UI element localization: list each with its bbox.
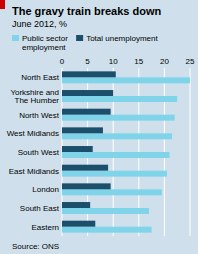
y-axis: North East Yorkshire andThe Humber North W…: [7, 73, 60, 231]
legend: Public sectoremployment Total unemploymen…: [12, 34, 159, 52]
bar: [62, 133, 172, 139]
subtitle: June 2012, %: [12, 19, 67, 29]
bar: [62, 115, 175, 121]
bar: [62, 77, 190, 83]
tick-label: 0: [60, 57, 65, 66]
bars: [62, 71, 190, 232]
bar: [62, 189, 162, 195]
category-label: North East: [21, 73, 60, 82]
bar: [62, 152, 170, 158]
bar: [62, 221, 95, 227]
text-line: Public sector: [22, 34, 68, 43]
text-line: Total unemployment: [86, 34, 158, 43]
bar: [62, 227, 152, 233]
text-line: The Humber: [15, 96, 60, 105]
tick-label: 15: [134, 57, 143, 66]
tick-label: 20: [160, 57, 169, 66]
category-label: Yorkshire andThe Humber: [10, 88, 59, 105]
bar: [62, 127, 103, 133]
text-line: South West: [18, 148, 60, 157]
text-line: West Midlands: [7, 129, 59, 138]
tick-label: 5: [85, 57, 90, 66]
tick-label: 10: [109, 57, 118, 66]
text-line: North West: [19, 111, 60, 120]
text-line: London: [32, 185, 59, 194]
text-line: East Midlands: [9, 167, 59, 176]
bar: [62, 165, 108, 171]
legend-label: Total unemployment: [86, 34, 158, 43]
category-label: West Midlands: [7, 129, 59, 138]
text-line: South East: [20, 204, 60, 213]
category-label: London: [32, 185, 59, 194]
grid-line: [190, 68, 191, 236]
text-line: North East: [21, 73, 60, 82]
title: The gravy train breaks down: [12, 5, 161, 17]
category-label: Eastern: [31, 223, 59, 232]
source: Source: ONS: [12, 242, 59, 251]
category-label: East Midlands: [9, 167, 59, 176]
category-label: South West: [18, 148, 60, 157]
legend-swatch: [76, 35, 83, 41]
bar: [62, 90, 113, 96]
legend-swatch: [12, 35, 19, 41]
bar: [62, 71, 116, 77]
text-line: employment: [22, 43, 66, 52]
category-label: North West: [19, 111, 60, 120]
background: [0, 0, 198, 254]
chart: The gravy train breaks down June 2012, % P…: [0, 0, 198, 254]
x-axis: 0 5 10 15 20 25: [60, 57, 195, 236]
bar: [62, 208, 149, 214]
bar: [62, 96, 177, 102]
bar: [62, 109, 111, 115]
bar: [62, 202, 90, 208]
corner-marker: [0, 0, 5, 9]
bar: [62, 146, 93, 152]
tick-label: 25: [186, 57, 195, 66]
category-label: South East: [20, 204, 60, 213]
legend-label: Public sectoremployment: [22, 34, 68, 52]
text-line: Eastern: [31, 223, 59, 232]
bar: [62, 171, 167, 177]
bar: [62, 183, 111, 189]
